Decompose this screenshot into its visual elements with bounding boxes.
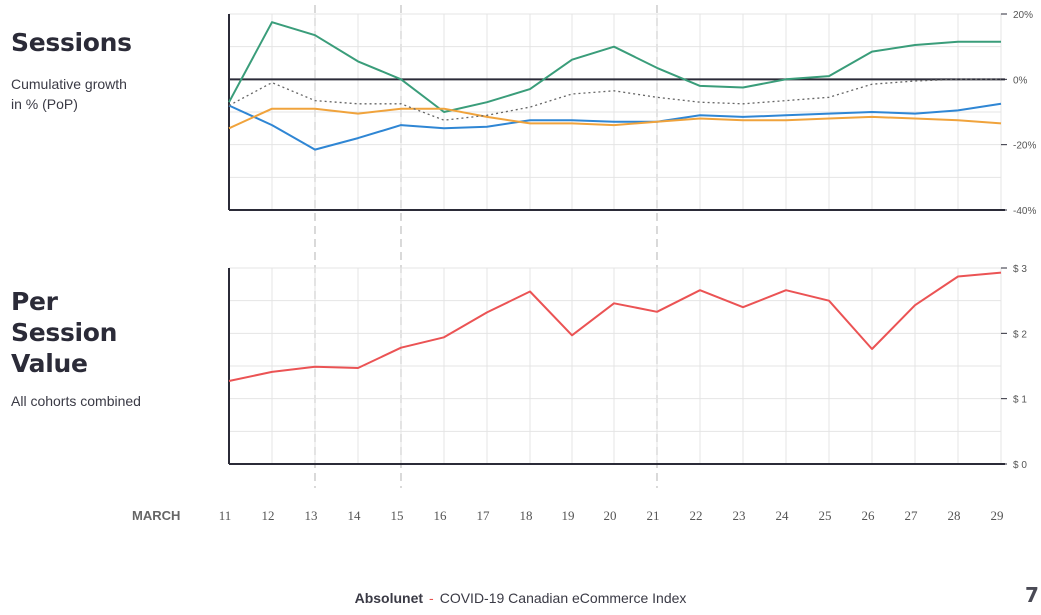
sessions-series-dotted <box>228 78 1001 121</box>
x-tick-label-16: 16 <box>434 508 448 523</box>
per-session-title-line1: Per <box>11 287 58 316</box>
footer-brand: Absolunet <box>354 590 424 606</box>
per-session-subtitle: All cohorts combined <box>11 393 141 409</box>
per-session-title-line2: Session <box>11 318 118 347</box>
sessions-series-blue <box>228 102 1002 151</box>
per-session-series-red <box>228 271 1002 382</box>
sessions-series-orange <box>228 107 1002 130</box>
x-tick-label-24: 24 <box>776 508 790 523</box>
sessions-ytick-label: -40% <box>1013 206 1036 217</box>
per-session-ytick-label: $ 2 <box>1013 329 1027 340</box>
x-tick-label-26: 26 <box>862 508 876 523</box>
x-tick-label-29: 29 <box>991 508 1004 523</box>
x-tick-label-27: 27 <box>905 508 919 523</box>
footer: Absolunet - COVID-19 Canadian eCommerce In… <box>0 590 1041 606</box>
x-tick-label-22: 22 <box>690 508 703 523</box>
x-axis-month-label: MARCH <box>132 508 180 523</box>
page-number: 7 <box>1025 583 1039 607</box>
x-tick-label-17: 17 <box>477 508 491 523</box>
x-tick-label-11: 11 <box>219 508 232 523</box>
x-tick-label-20: 20 <box>604 508 617 523</box>
x-tick-label-14: 14 <box>348 508 362 523</box>
per-session-ytick-label: $ 1 <box>1013 395 1027 406</box>
x-tick-label-12: 12 <box>262 508 275 523</box>
x-tick-label-18: 18 <box>520 508 533 523</box>
x-tick-label-25: 25 <box>819 508 832 523</box>
per-session-ytick-label: $ 0 <box>1013 460 1027 471</box>
x-tick-label-21: 21 <box>647 508 660 523</box>
footer-text: COVID-19 Canadian eCommerce Index <box>439 590 687 606</box>
x-tick-label-19: 19 <box>562 508 575 523</box>
sessions-ytick-label: 20% <box>1013 10 1033 21</box>
x-tick-label-23: 23 <box>733 508 746 523</box>
x-tick-label-28: 28 <box>948 508 961 523</box>
per-session-ytick-label: $ 3 <box>1013 264 1027 275</box>
footer-separator: - <box>429 590 434 606</box>
sessions-subtitle-line2: in % (PoP) <box>11 96 78 112</box>
sessions-title: Sessions <box>11 28 132 57</box>
x-tick-label-13: 13 <box>305 508 318 523</box>
sessions-series-green <box>228 21 1001 113</box>
sessions-ytick-label: -20% <box>1013 141 1036 152</box>
x-tick-label-15: 15 <box>391 508 404 523</box>
sessions-subtitle-line1: Cumulative growth <box>11 76 127 92</box>
sessions-ytick-label: 0% <box>1013 75 1028 86</box>
per-session-title-line3: Value <box>11 349 88 378</box>
